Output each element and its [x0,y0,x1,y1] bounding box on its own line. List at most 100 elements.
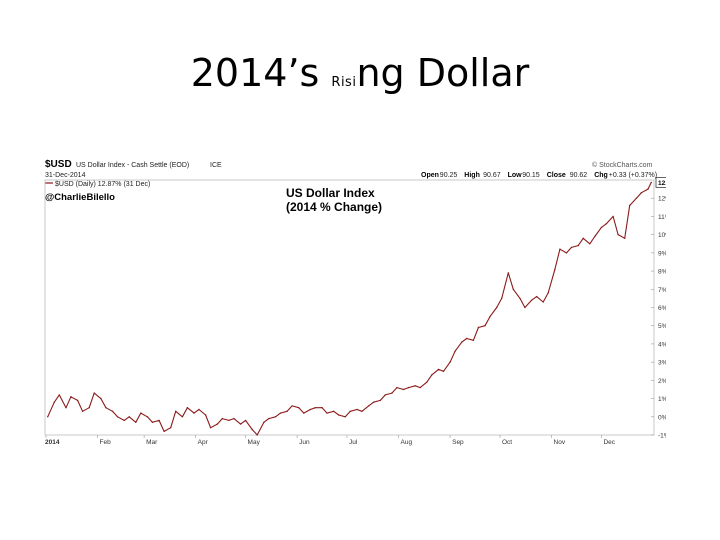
data-point [209,427,212,429]
data-point [181,416,184,418]
data-point [256,434,258,436]
data-point [151,421,154,423]
data-point [47,416,49,418]
data-point [333,410,335,412]
data-point [263,421,265,423]
x-tick-label: Jul [349,439,358,446]
data-point [524,306,526,309]
quote-value-high: 90.67 [483,172,501,179]
data-point [496,306,498,309]
data-point [519,297,521,300]
y-axis: -1% 0% 1% 2% 3% 4% 5% 6% 7% 8% 9% 10% 11% 12% [651,196,666,440]
data-point [146,416,149,418]
data-point [594,235,596,238]
usd-index-chart: $USD US Dollar Index - Cash Settle (EOD)… [44,159,666,446]
data-point [600,226,603,229]
quote-value-chg: +0.33 (+0.37%) [609,172,657,179]
data-point [391,392,393,394]
data-point [650,181,652,184]
chart-header: $USD US Dollar Index - Cash Settle (EOD)… [45,159,657,214]
chart-author: @CharlieBilello [45,192,115,203]
x-tick-label: Oct [502,439,512,446]
data-point [379,399,381,402]
data-point [298,407,300,409]
data-point [193,412,195,414]
data-point [414,385,416,387]
data-point [81,410,84,412]
data-point [407,386,410,389]
quote-label-close: Close [547,172,566,179]
x-tick-label: May [248,439,261,446]
data-point [70,396,72,398]
data-point [535,295,538,298]
data-point [123,419,125,422]
x-tick-label: 2014 [45,439,60,446]
x-tick-label: Apr [198,439,209,446]
y-tick-label: 10% [658,232,666,239]
data-point [372,401,375,403]
last-value-box [655,177,666,188]
x-tick-label: Mar [146,439,158,446]
y-tick-label: 7% [658,287,666,294]
data-point [76,399,79,402]
quote-value-low: 90.15 [522,172,540,179]
data-point [274,416,277,418]
y-tick-label: -1% [658,433,666,440]
data-point [589,243,591,245]
data-point [449,361,451,363]
quote-value-close: 90.62 [570,172,588,179]
data-point [221,417,223,420]
data-point [461,341,463,343]
data-point [466,337,468,340]
data-point [170,427,172,429]
data-point [624,237,626,239]
data-point [617,233,619,236]
data-point [489,315,491,318]
data-point [570,246,573,249]
x-tick-label: Dec [603,439,615,446]
last-value-label-group: 12.87% [655,177,666,188]
data-point [640,192,643,194]
data-point [251,428,253,431]
data-point [65,407,67,409]
data-point [158,419,160,422]
data-point [88,407,90,409]
x-tick-label: Aug [401,439,413,446]
data-point [100,397,102,400]
data-point [303,412,305,414]
data-point [542,301,544,303]
data-point [396,386,398,389]
quote-label-high: High [464,172,480,179]
data-point [111,410,114,412]
y-tick-label: 12% [658,196,666,203]
y-tick-label: 4% [658,341,666,348]
data-point [239,423,242,425]
x-tick-label: Jun [299,439,310,446]
data-point [361,410,363,412]
y-tick-label: 2% [658,378,666,385]
x-axis: 2014 Feb Mar Apr May Jun Jul Aug Sep Oct Nov Dec [45,435,616,446]
data-point [116,416,119,418]
data-point [233,417,235,420]
slide-title-small-part: Risi [331,75,357,90]
chart-source: © StockCharts.com [592,161,653,169]
data-point [140,412,142,414]
data-point [612,215,614,218]
chart-date: 31-Dec-2014 [45,172,86,179]
x-tick-label: Feb [100,439,112,446]
data-point [286,410,288,412]
data-point [501,297,503,300]
chart-title: US Dollar Index [286,186,375,200]
data-point [321,407,323,409]
slide-title-part1: 2014’s [190,51,332,95]
chart-legend: $USD (Daily) 12.87% (31 Dec) [55,181,150,188]
data-point [186,407,189,409]
y-tick-label: 5% [658,323,666,330]
data-point [484,325,486,327]
data-point [437,368,440,371]
data-point [268,417,270,420]
data-point [426,381,428,383]
data-point [635,197,638,199]
data-point [216,423,218,425]
data-point [198,408,200,411]
